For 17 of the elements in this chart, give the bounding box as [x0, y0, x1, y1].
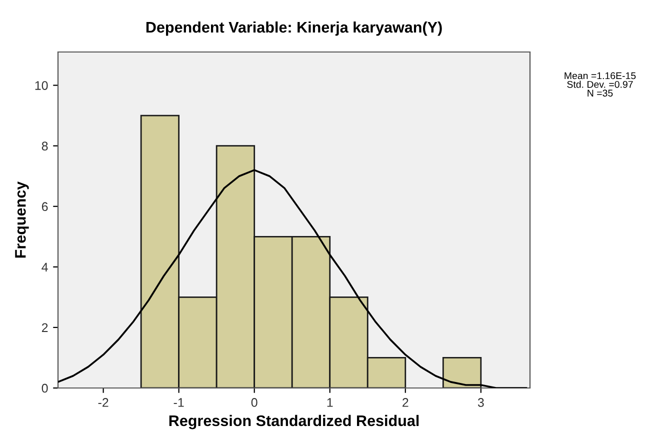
x-tick-label: -2 [98, 398, 108, 407]
x-tick-label: -1 [174, 398, 184, 407]
x-tick-label: 2 [402, 398, 408, 407]
y-tick-label: 4 [42, 262, 48, 272]
y-tick-label: 6 [42, 202, 48, 212]
y-tick-label: 2 [42, 323, 48, 332]
y-tick-label: 0 [42, 384, 48, 393]
x-tick-label: 1 [327, 398, 333, 407]
y-axis-title: Frequency [15, 181, 29, 258]
x-tick-label: 0 [251, 398, 258, 407]
y-tick-label: 8 [42, 142, 48, 150]
line-series [58, 169, 528, 388]
text: Mean =1.16E-15 Std. Dev. =0.97 N =35 [564, 72, 636, 97]
x-tick-label: 3 [478, 398, 484, 407]
y-tick-label: 10 [35, 81, 48, 90]
x-axis-title: Regression Standardized Residual [169, 414, 419, 430]
chart-title: Dependent Variable: Kinerja karyawan(Y) [146, 21, 442, 36]
